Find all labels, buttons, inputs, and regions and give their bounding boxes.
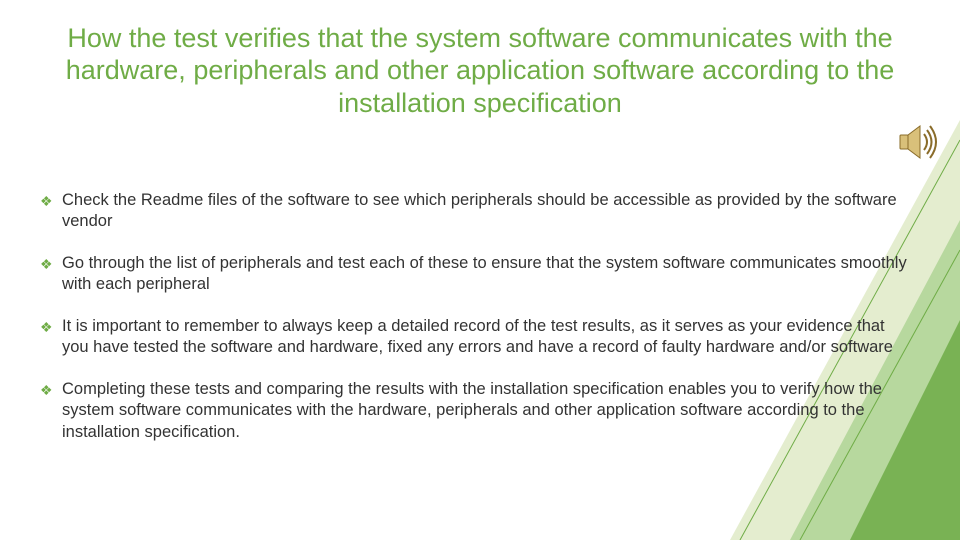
bullet-marker-icon: ❖ bbox=[40, 255, 62, 273]
slide-body: ❖ Check the Readme files of the software… bbox=[40, 190, 910, 463]
bullet-text: Completing these tests and comparing the… bbox=[62, 379, 910, 443]
bullet-item: ❖ Check the Readme files of the software… bbox=[40, 190, 910, 233]
bullet-marker-icon: ❖ bbox=[40, 381, 62, 399]
bullet-text: Go through the list of peripherals and t… bbox=[62, 253, 910, 296]
bullet-marker-icon: ❖ bbox=[40, 318, 62, 336]
slide: How the test verifies that the system so… bbox=[0, 0, 960, 540]
slide-title: How the test verifies that the system so… bbox=[60, 22, 900, 119]
bullet-text: It is important to remember to always ke… bbox=[62, 316, 910, 359]
bullet-item: ❖ Go through the list of peripherals and… bbox=[40, 253, 910, 296]
bullet-marker-icon: ❖ bbox=[40, 192, 62, 210]
bullet-text: Check the Readme files of the software t… bbox=[62, 190, 910, 233]
speaker-icon[interactable] bbox=[896, 120, 940, 164]
bullet-item: ❖ Completing these tests and comparing t… bbox=[40, 379, 910, 443]
bullet-item: ❖ It is important to remember to always … bbox=[40, 316, 910, 359]
